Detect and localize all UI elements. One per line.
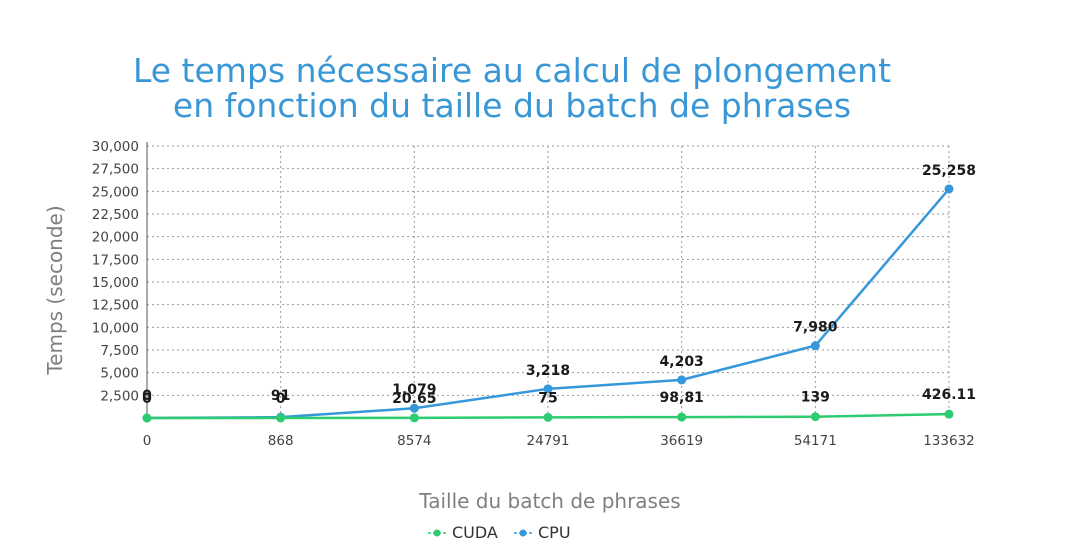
data-label-cuda: 426.11 [922, 387, 976, 403]
y-tick-label: 12,500 [92, 298, 139, 314]
x-tick-label: 0 [143, 433, 152, 449]
x-axis-title: Taille du batch de phrases [418, 489, 680, 513]
x-tick-label: 54171 [794, 433, 837, 449]
y-tick-label: 5,000 [100, 366, 139, 382]
legend-item-cuda: CUDA [428, 523, 498, 542]
x-tick-labels: 0 868 8574 24791 36619 54171 133632 [143, 433, 975, 449]
x-tick-label: 8574 [397, 433, 431, 449]
data-label-cpu: 3,218 [526, 363, 570, 379]
data-label-cuda: 139 [801, 390, 830, 406]
data-label-cpu: 4,203 [660, 354, 704, 370]
data-label-cpu: 91 [271, 388, 290, 404]
legend-marker [433, 529, 441, 537]
legend-label: CUDA [452, 523, 498, 542]
chart-title-line-2: en fonction du taille du batch de phrase… [173, 86, 851, 125]
data-point-cpu [409, 403, 419, 413]
y-tick-label: 17,500 [92, 252, 139, 268]
series-line-cpu [146, 188, 950, 420]
data-point-cpu [543, 384, 553, 394]
data-label-cuda: 75 [538, 390, 557, 406]
data-point-cuda [142, 413, 152, 423]
data-point-cuda [677, 412, 687, 422]
data-label-cuda: 20.65 [392, 391, 436, 407]
data-point-cpu [944, 184, 954, 194]
data-point-cuda [810, 412, 820, 422]
data-point-cuda [276, 413, 286, 423]
y-tick-label: 25,000 [92, 184, 139, 200]
legend-marker [519, 529, 527, 537]
series-group [142, 184, 954, 423]
data-point-cuda [543, 412, 553, 422]
data-point-cpu [677, 375, 687, 385]
data-point-cuda [409, 413, 419, 423]
y-tick-label: 30,000 [92, 139, 139, 155]
legend-item-cpu: CPU [514, 523, 571, 542]
data-label-cuda: 0 [276, 391, 286, 407]
x-tick-label: 133632 [923, 433, 975, 449]
x-tick-label: 868 [268, 433, 294, 449]
data-label-cuda: 0 [142, 391, 152, 407]
y-tick-label: 10,000 [92, 320, 139, 336]
y-tick-label: 7,500 [100, 343, 139, 359]
data-point-cpu [810, 341, 820, 351]
x-tick-label: 36619 [660, 433, 703, 449]
legend: CUDA CPU [428, 523, 571, 542]
grid [147, 145, 950, 418]
data-label-cpu: 0 [142, 388, 152, 404]
y-axis-title: Temps (seconde) [43, 205, 67, 375]
y-tick-label: 2,500 [100, 388, 139, 404]
y-tick-label: 15,000 [92, 275, 139, 291]
y-tick-label: 22,500 [92, 207, 139, 223]
data-label-cpu: 7,980 [793, 320, 838, 336]
data-label-cpu: 1,079 [392, 382, 436, 398]
data-label-cpu: 25,258 [922, 163, 976, 179]
x-tick-label: 24791 [527, 433, 570, 449]
legend-label: CPU [538, 523, 571, 542]
y-tick-label: 27,500 [92, 162, 139, 178]
y-tick-labels: 2,500 5,000 7,500 10,000 12,500 15,000 17,500 2… [92, 139, 139, 404]
data-label-cuda: 98,81 [660, 390, 704, 406]
chart-title-line-1: Le temps nécessaire au calcul de plongem… [133, 51, 891, 90]
data-point-cuda [944, 409, 954, 419]
y-tick-label: 20,000 [92, 230, 139, 246]
data-labels: 0 0 20.65 75 98,81 139 426.110 91 1,0793,2184,20… [142, 163, 976, 407]
